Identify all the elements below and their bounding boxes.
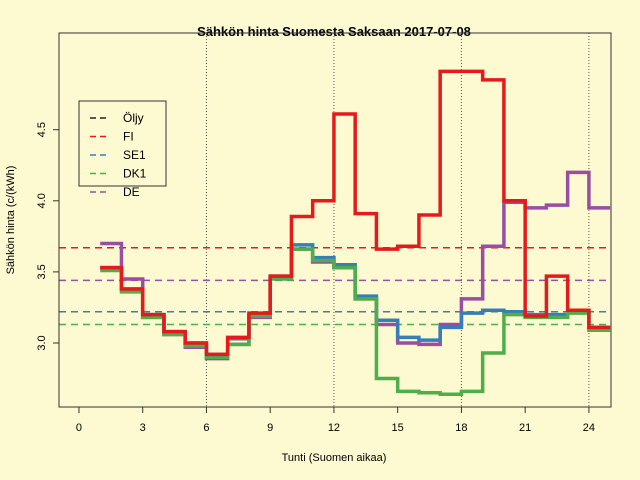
x-tick-label: 18 xyxy=(455,422,467,434)
x-tick-label: 15 xyxy=(392,422,404,434)
x-tick-label: 24 xyxy=(583,422,595,434)
chart-title: Sähkön hinta Suomesta Saksaan 2017-07-08 xyxy=(197,24,471,39)
y-tick-label: 3.5 xyxy=(36,264,48,279)
y-tick-label: 4.5 xyxy=(36,122,48,137)
x-tick-label: 9 xyxy=(267,422,273,434)
x-tick-label: 12 xyxy=(328,422,340,434)
x-tick-label: 21 xyxy=(519,422,531,434)
x-tick-label: 3 xyxy=(140,422,146,434)
series-line-fi xyxy=(100,69,611,357)
grid-lines xyxy=(205,33,590,407)
legend-box xyxy=(78,100,167,187)
x-axis-label: Tunti (Suomen aikaa) xyxy=(282,452,387,464)
legend: Öljy FI SE1 DK1 DE xyxy=(78,100,167,199)
y-axis: 3.0 3.5 4.0 4.5 xyxy=(36,122,60,351)
series-lines xyxy=(100,69,611,396)
x-axis: 0 3 6 9 12 15 18 21 24 xyxy=(76,406,595,434)
legend-label-dk1: DK1 xyxy=(123,167,147,181)
y-axis-label: Sähkön hinta (c/(kWh) xyxy=(5,166,17,275)
y-tick-label: 4.0 xyxy=(36,193,48,208)
legend-label-se1: SE1 xyxy=(123,148,146,162)
legend-label-öljy: Öljy xyxy=(123,111,144,125)
x-tick-label: 0 xyxy=(76,422,82,434)
y-tick-label: 3.0 xyxy=(36,335,48,350)
x-tick-label: 6 xyxy=(203,422,209,434)
legend-label-fi: FI xyxy=(123,130,134,144)
legend-label-de: DE xyxy=(123,185,140,199)
